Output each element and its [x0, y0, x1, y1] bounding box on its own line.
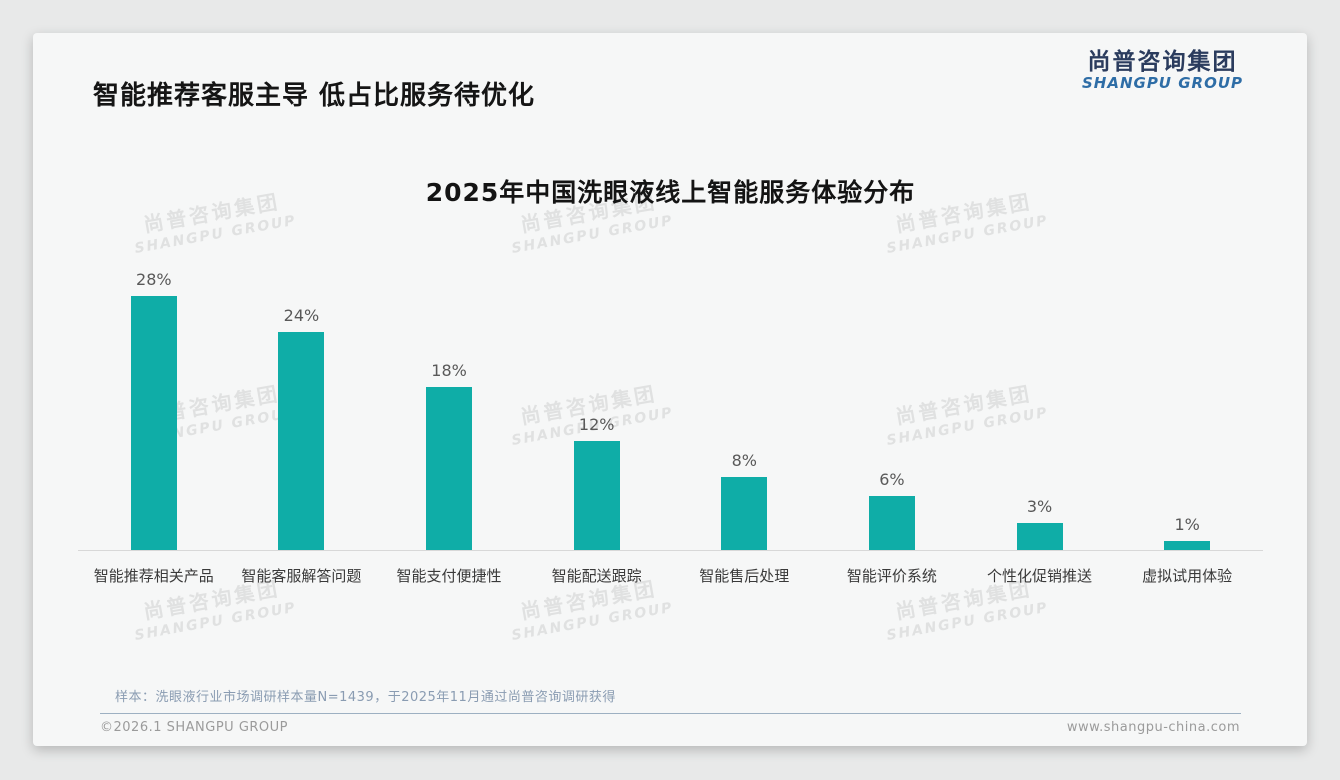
logo-english-name: SHANGPU GROUP: [1081, 74, 1243, 93]
chart-title: 2025年中国洗眼液线上智能服务体验分布: [425, 178, 916, 207]
bar-value-label: 6%: [879, 470, 905, 489]
watermark-english-text: SHANGPU GROUP: [510, 599, 675, 644]
bar[interactable]: [868, 496, 915, 550]
category-label: 智能支付便捷性: [396, 567, 502, 585]
bar-slot: 24%: [228, 306, 376, 550]
bar-value-label: 3%: [1026, 497, 1053, 516]
bar[interactable]: [1164, 541, 1211, 550]
x-axis-line: [78, 550, 1263, 551]
bar-slot: 12%: [523, 415, 671, 550]
watermark-english-text: SHANGPU GROUP: [885, 599, 1050, 644]
bar-value-label: 24%: [283, 306, 320, 325]
bar[interactable]: [573, 441, 620, 550]
bar-slot: 3%: [966, 497, 1114, 550]
website-url: www.shangpu-china.com: [1066, 720, 1240, 735]
bar-value-label: 18%: [431, 361, 467, 380]
category-label: 智能评价系统: [846, 567, 937, 585]
bar-value-label: 8%: [731, 451, 757, 470]
bar[interactable]: [1016, 523, 1063, 550]
bar-slot: 28%: [80, 270, 228, 550]
bar-chart: 2025年中国洗眼液线上智能服务体验分布 28% 24% 18% 12% 8% 6% 3% 1…: [78, 33, 1263, 593]
category-label: 智能配送跟踪: [551, 567, 642, 585]
footer-divider: [100, 713, 1241, 714]
bar-value-label: 1%: [1174, 515, 1200, 534]
slide-card: 尚普咨询集团 SHANGPU GROUP 尚普咨询集团 SHANGPU GROUP 尚普…: [33, 33, 1307, 746]
bar-value-label: 28%: [136, 270, 172, 289]
bar[interactable]: [278, 332, 325, 550]
category-label: 智能推荐相关产品: [93, 567, 214, 585]
bar[interactable]: [721, 477, 768, 550]
copyright-text: ©2026.1 SHANGPU GROUP: [100, 720, 289, 735]
company-logo: 尚普咨询集团 SHANGPU GROUP: [1082, 49, 1243, 93]
logo-chinese-name: 尚普咨询集团: [1087, 49, 1238, 75]
bar-slot: 18%: [375, 361, 523, 550]
category-label: 个性化促销推送: [987, 567, 1093, 585]
bar-value-label: 12%: [578, 415, 615, 434]
watermark-english-text: SHANGPU GROUP: [133, 599, 298, 644]
bar-slot: 1%: [1113, 515, 1261, 550]
bar-group: 28% 24% 18% 12% 8% 6% 3% 1%: [80, 230, 1261, 550]
bar-slot: 6%: [818, 470, 966, 550]
category-label: 智能售后处理: [699, 567, 790, 585]
category-label: 智能客服解答问题: [241, 567, 362, 585]
page-title: 智能推荐客服主导 低占比服务待优化: [93, 81, 536, 111]
sample-note: 样本：洗眼液行业市场调研样本量N=1439，于2025年11月通过尚普咨询调研获…: [115, 690, 616, 705]
bar-slot: 8%: [671, 451, 819, 550]
category-row: 智能推荐相关产品 智能客服解答问题 智能支付便捷性 智能配送跟踪 智能售后处理 智能评价系…: [80, 565, 1261, 586]
bar[interactable]: [426, 387, 473, 550]
bar[interactable]: [130, 296, 177, 550]
category-label: 虚拟试用体验: [1142, 567, 1233, 585]
